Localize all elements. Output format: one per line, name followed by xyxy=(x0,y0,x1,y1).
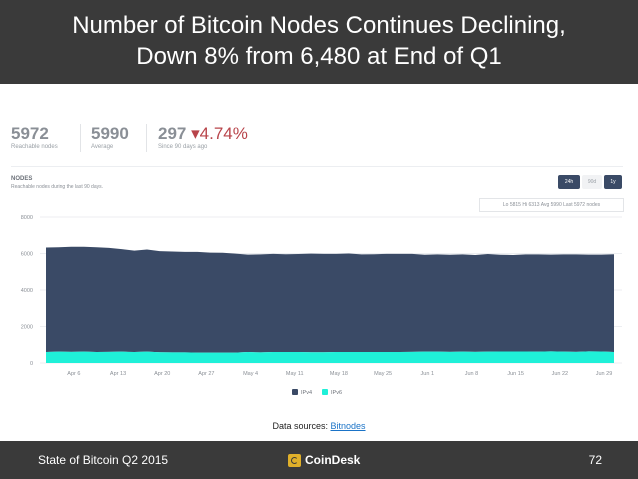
x-tick-label: May 4 xyxy=(243,371,258,377)
change-value: 297 xyxy=(158,124,187,143)
reachable-nodes-value: 5972 xyxy=(11,124,49,143)
legend-swatch-ipv6 xyxy=(322,389,328,395)
nodes-area-chart: 0 2000 4000 6000 8000 Apr 6 Apr 13 Apr 20 Apr 27… xyxy=(21,215,622,396)
range-24h-button[interactable]: 24h xyxy=(558,175,580,189)
data-source-prefix: Data sources: xyxy=(272,421,331,431)
x-tick-label: Apr 13 xyxy=(110,371,126,377)
slide-title: Number of Bitcoin Nodes Continues Declin… xyxy=(0,10,638,72)
change-down-arrow-icon: ▾ xyxy=(191,124,200,143)
coindesk-logo-text: CoinDesk xyxy=(305,453,361,467)
nodes-chart-panel: 5972 Reachable nodes 5990 Average 297 ▾4… xyxy=(0,112,638,412)
legend-swatch-ipv4 xyxy=(292,389,298,395)
x-tick-label: May 25 xyxy=(374,371,392,377)
slide-title-line-2: Down 8% from 6,480 at End of Q1 xyxy=(136,43,502,70)
title-band xyxy=(0,0,638,84)
legend-label-ipv4: IPv4 xyxy=(301,390,312,396)
range-1y-button[interactable]: 1y xyxy=(604,175,622,189)
x-tick-label: Jun 8 xyxy=(465,371,478,377)
x-tick-label: May 18 xyxy=(330,371,348,377)
stat-divider xyxy=(80,124,81,152)
footer-band xyxy=(0,441,638,479)
legend-label-ipv6: IPv6 xyxy=(331,390,342,396)
range-stats-box: Lo 5815 Hi 6313 Avg 5990 Last 5972 nodes xyxy=(479,198,624,212)
x-tick-label: May 11 xyxy=(286,371,304,377)
reachable-nodes-label: Reachable nodes xyxy=(11,144,58,150)
footer-report-title: State of Bitcoin Q2 2015 xyxy=(38,453,169,467)
ipv4-area xyxy=(46,246,614,353)
coindesk-logo: CoinDesk xyxy=(288,452,360,468)
page-number: 72 xyxy=(588,453,602,467)
x-tick-label: Jun 15 xyxy=(507,371,524,377)
bitnodes-link[interactable]: Bitnodes xyxy=(330,421,366,431)
change-label: Since 90 days ago xyxy=(158,144,208,150)
data-source: Data sources: Bitnodes xyxy=(0,421,638,431)
y-tick-label: 4000 xyxy=(21,288,33,294)
x-tick-label: Jun 1 xyxy=(421,371,434,377)
chart-subtitle: Reachable nodes during the last 90 days. xyxy=(11,184,104,190)
y-tick-label: 8000 xyxy=(21,215,33,221)
change-stat: 297 ▾4.74% xyxy=(158,124,248,144)
average-value: 5990 xyxy=(91,124,129,143)
slide-title-line-1: Number of Bitcoin Nodes Continues Declin… xyxy=(72,12,566,39)
average-label: Average xyxy=(91,144,114,150)
stat-divider xyxy=(146,124,147,152)
range-90d-button[interactable]: 90d xyxy=(582,175,602,189)
ipv6-area xyxy=(46,351,614,363)
x-tick-label: Jun 22 xyxy=(552,371,569,377)
change-percent: 4.74% xyxy=(199,124,248,143)
x-tick-label: Apr 20 xyxy=(154,371,170,377)
y-tick-label: 2000 xyxy=(21,325,33,331)
x-tick-label: Apr 6 xyxy=(67,371,80,377)
y-tick-label: 0 xyxy=(30,361,33,367)
x-tick-label: Apr 27 xyxy=(198,371,214,377)
y-tick-label: 6000 xyxy=(21,252,33,258)
header-divider xyxy=(11,166,623,167)
chart-title: NODES xyxy=(11,176,33,182)
coindesk-logo-icon xyxy=(288,453,301,467)
x-tick-label: Jun 29 xyxy=(596,371,613,377)
